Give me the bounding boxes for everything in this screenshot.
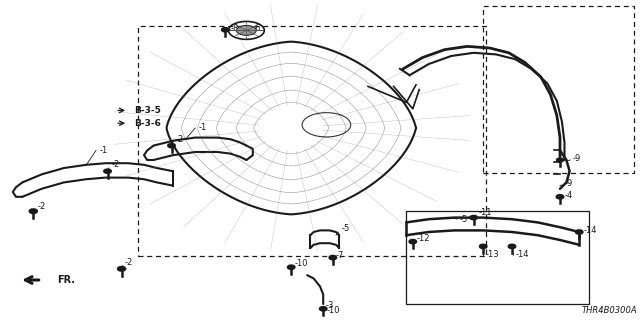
Circle shape bbox=[577, 231, 582, 233]
Circle shape bbox=[237, 26, 256, 35]
Bar bbox=[483, 6, 634, 173]
Circle shape bbox=[558, 159, 562, 161]
Circle shape bbox=[119, 268, 124, 270]
Text: -6: -6 bbox=[253, 24, 261, 33]
Circle shape bbox=[321, 308, 326, 310]
Text: -11: -11 bbox=[479, 208, 492, 217]
Text: B-3-6: B-3-6 bbox=[134, 119, 161, 128]
Text: B-3-5: B-3-5 bbox=[134, 106, 161, 115]
Circle shape bbox=[481, 245, 486, 248]
Bar bbox=[406, 211, 589, 304]
Text: -4: -4 bbox=[564, 191, 573, 200]
Text: -2: -2 bbox=[112, 160, 120, 169]
Text: -5: -5 bbox=[341, 224, 349, 233]
Text: -9: -9 bbox=[564, 180, 573, 188]
Text: -2: -2 bbox=[176, 135, 184, 144]
Text: -5: -5 bbox=[460, 215, 468, 224]
Circle shape bbox=[471, 217, 476, 219]
Text: -9: -9 bbox=[573, 154, 581, 163]
Text: -12: -12 bbox=[417, 234, 430, 243]
Text: -1: -1 bbox=[198, 124, 207, 132]
Circle shape bbox=[289, 266, 293, 268]
Circle shape bbox=[330, 257, 335, 259]
Text: -2: -2 bbox=[125, 258, 133, 267]
Bar bbox=[138, 26, 486, 256]
Text: -1: -1 bbox=[99, 146, 108, 155]
Circle shape bbox=[411, 241, 415, 243]
Circle shape bbox=[509, 245, 515, 248]
Text: -8: -8 bbox=[230, 24, 239, 33]
Text: -14: -14 bbox=[516, 250, 529, 259]
Text: -2: -2 bbox=[37, 202, 45, 211]
Text: FR.: FR. bbox=[58, 275, 76, 285]
Text: THR4B0300A: THR4B0300A bbox=[581, 306, 637, 315]
Circle shape bbox=[558, 196, 563, 198]
Text: -7: -7 bbox=[336, 252, 344, 260]
Text: -3: -3 bbox=[325, 301, 333, 310]
Circle shape bbox=[106, 170, 110, 172]
Text: -10: -10 bbox=[294, 260, 308, 268]
Text: -13: -13 bbox=[485, 250, 499, 259]
Text: -10: -10 bbox=[326, 306, 340, 315]
Text: -14: -14 bbox=[584, 226, 597, 235]
Circle shape bbox=[169, 145, 174, 147]
Circle shape bbox=[31, 210, 36, 212]
Circle shape bbox=[223, 28, 228, 31]
